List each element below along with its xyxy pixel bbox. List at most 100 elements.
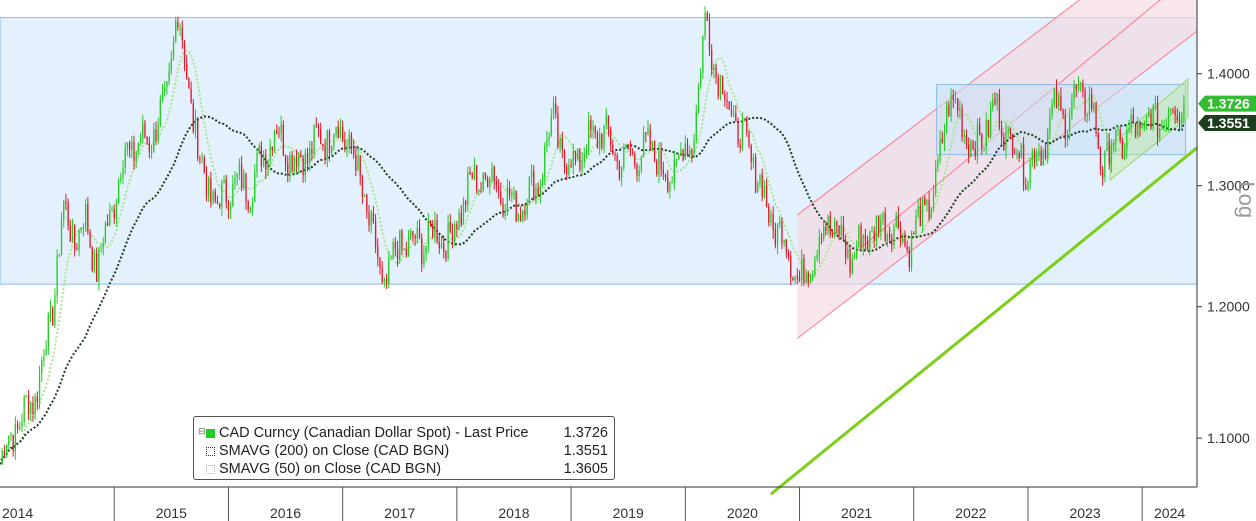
candle-body	[866, 240, 869, 250]
candle-body	[809, 278, 812, 283]
candle-body	[776, 224, 779, 246]
candle-body	[761, 174, 763, 197]
candle-body	[563, 149, 566, 167]
candle-body	[399, 230, 401, 260]
candle-body	[664, 173, 667, 178]
candle-body	[557, 113, 559, 147]
candle-body	[383, 278, 386, 283]
candle-body	[680, 149, 682, 156]
candle-body	[49, 308, 52, 314]
candle-body	[579, 149, 581, 170]
candle-body	[1119, 129, 1121, 141]
candle-body	[581, 161, 583, 170]
candle-body	[245, 173, 247, 202]
candle-body	[418, 227, 421, 238]
candle-body	[697, 86, 700, 112]
last-price-flag	[1198, 95, 1256, 112]
candle-body	[559, 138, 561, 147]
candle-body	[572, 151, 574, 168]
candle-body	[157, 125, 159, 141]
candle-body	[150, 151, 153, 153]
candle-body	[869, 231, 871, 250]
candle-body	[76, 249, 78, 251]
candle-body	[686, 143, 689, 156]
candle-body	[394, 242, 397, 250]
candle-body	[260, 145, 263, 166]
candle-body	[1170, 109, 1172, 111]
candle-body	[298, 153, 300, 167]
candle-body	[895, 215, 897, 227]
candle-body	[719, 75, 722, 97]
candle-body	[236, 173, 238, 178]
candle-body	[1042, 149, 1044, 165]
candle-body	[1071, 99, 1073, 116]
candle-body	[1112, 143, 1115, 147]
candle-body	[256, 152, 258, 174]
candle-body	[528, 177, 531, 204]
candle-body	[335, 126, 337, 135]
candle-body	[609, 129, 612, 145]
candle-body	[981, 134, 983, 148]
candle-body	[372, 212, 375, 222]
candle-body	[1060, 95, 1062, 111]
candle-body	[1058, 95, 1060, 107]
candle-body	[205, 173, 208, 198]
candle-body	[1145, 116, 1148, 123]
candle-body	[302, 157, 304, 175]
candle-body	[1126, 129, 1128, 150]
candle-body	[695, 111, 697, 141]
candle-body	[12, 435, 14, 452]
candle-body	[208, 177, 210, 198]
candle-body	[748, 132, 750, 147]
x-tick-label: 2024	[1154, 505, 1185, 521]
candle-body	[783, 240, 785, 244]
candle-body	[85, 203, 87, 228]
candle-body	[427, 221, 429, 246]
candle-body	[765, 185, 768, 207]
candle-body	[377, 246, 379, 258]
support-trend-line	[770, 146, 1198, 496]
candle-body	[1029, 161, 1031, 183]
candle-body	[735, 113, 737, 122]
chart-legend[interactable]: ⊟ CAD Curncy (Canadian Dollar Spot) - La…	[193, 416, 615, 480]
candle-body	[998, 93, 1001, 128]
candle-body	[456, 224, 458, 230]
candle-body	[1049, 114, 1051, 132]
candle-body	[759, 174, 761, 184]
legend-item-price: CAD Curncy (Canadian Dollar Spot) - Last…	[206, 424, 608, 442]
candle-body	[704, 13, 706, 37]
candles-layer	[1, 6, 1185, 466]
candle-body	[1000, 127, 1003, 137]
legend-collapse-icon[interactable]: ⊟	[198, 426, 206, 436]
candle-body	[880, 219, 882, 232]
candle-body	[78, 230, 80, 251]
candle-body	[179, 27, 181, 29]
candle-body	[443, 242, 445, 252]
candle-body	[1115, 129, 1117, 144]
candle-body	[919, 205, 921, 226]
candle-body	[473, 165, 476, 179]
candle-body	[739, 144, 741, 149]
candle-body	[544, 146, 546, 178]
channel-lower-line	[796, 30, 1198, 339]
candle-body	[820, 237, 823, 239]
candle-body	[508, 187, 511, 196]
candle-body	[711, 50, 713, 70]
candle-body	[864, 235, 867, 241]
candle-body	[58, 254, 60, 256]
candle-body	[882, 212, 884, 220]
candle-body	[210, 177, 212, 203]
candle-body	[280, 124, 282, 134]
candle-body	[447, 222, 449, 259]
candle-body	[787, 252, 790, 256]
candle-body	[194, 117, 197, 132]
candle-body	[836, 221, 838, 227]
candle-body	[726, 99, 728, 102]
y-tick-label: 1.2000	[1207, 299, 1250, 315]
candle-body	[794, 276, 796, 280]
candle-body	[1005, 131, 1007, 151]
candle-body	[1183, 103, 1185, 118]
candle-body	[721, 75, 724, 95]
candle-body	[667, 177, 669, 192]
candle-body	[425, 245, 427, 254]
